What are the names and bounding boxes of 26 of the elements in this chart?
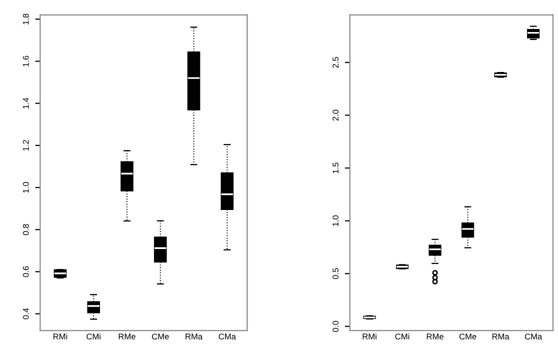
y-tick-label: 0.8 [22, 224, 29, 236]
x-tick-label: CMe [459, 334, 476, 340]
x-tick-label: CMi [395, 333, 410, 340]
y-tick-label: 1.8 [22, 14, 29, 24]
y-tick-label: 2.0 [332, 110, 338, 121]
x-tick-label: RMe [426, 334, 444, 340]
y-tick-label: 1.2 [22, 140, 29, 151]
x-tick-label: CMe [152, 334, 169, 340]
x-tick-label: RMa [186, 334, 203, 340]
y-tick-label: 2.5 [332, 57, 338, 68]
y-tick-label: 0.0 [332, 320, 338, 332]
x-tick-label: RMi [53, 333, 68, 340]
y-tick-label: 1.4 [22, 98, 29, 108]
y-tick-label: 0.4 [22, 308, 29, 320]
y-tick-label: 0.5 [332, 268, 338, 280]
x-tick-label: RMe [118, 334, 136, 340]
x-tick-label: CMa [218, 334, 236, 340]
x-tick-label: CMi [86, 333, 100, 340]
x-tick-label: RMi [362, 333, 376, 340]
x-tick-label: RMa [492, 334, 510, 340]
y-tick-label: 1.6 [22, 56, 29, 66]
y-tick-label: 1.5 [332, 162, 338, 174]
y-tick-label: 1.0 [332, 215, 338, 226]
y-tick-label: 0.6 [22, 266, 29, 278]
x-tick-label: CMa [524, 334, 542, 340]
y-tick-label: 1.0 [22, 182, 29, 193]
